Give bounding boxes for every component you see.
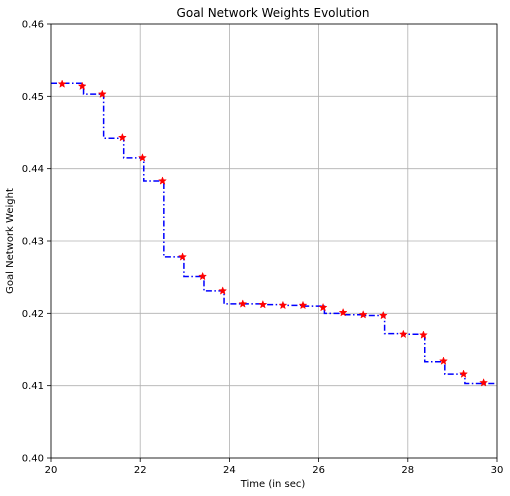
data-point-marker [158,176,167,185]
x-tick-label: 26 [312,465,325,476]
x-tick-label: 28 [401,465,414,476]
data-point-marker [258,299,268,309]
y-tick-label: 0.43 [22,237,44,248]
y-axis-label: Goal Network Weight [5,188,16,294]
plot-area [50,23,498,459]
data-point-marker [198,271,208,281]
data-point-marker [459,369,469,378]
x-tick-label: 20 [45,465,58,476]
data-point-marker [238,299,248,308]
data-point-marker [178,252,188,261]
x-tick-label: 30 [491,465,504,476]
y-tick-label: 0.46 [22,20,44,31]
data-point-marker [278,300,288,310]
chart-title: Goal Network Weights Evolution [177,6,370,20]
x-tick-label: 22 [134,465,147,476]
y-tick-label: 0.42 [22,309,44,320]
x-axis-label: Time (in sec) [240,479,306,490]
data-point-marker [439,356,448,365]
data-point-marker [57,79,67,88]
y-tick-label: 0.40 [22,454,44,465]
data-point-marker [338,307,348,317]
y-tick-label: 0.41 [22,381,44,392]
markers [57,79,489,387]
data-point-marker [97,89,107,98]
data-point-marker [137,153,147,162]
x-axis: 20 22 24 26 28 30 [45,458,504,476]
data-point-marker [378,310,388,320]
data-point-marker [77,81,87,91]
y-tick-label: 0.45 [22,92,44,103]
data-point-marker [117,132,127,142]
y-tick-label: 0.44 [22,164,44,175]
x-tick-label: 24 [223,465,236,476]
y-axis: 0.40 0.41 0.42 0.43 0.44 0.45 0.46 [22,20,51,465]
data-point-marker [218,286,228,295]
data-point-marker [418,330,428,339]
data-point-marker [398,329,408,339]
data-point-marker [318,302,328,312]
data-point-marker [479,378,489,387]
data-point-marker [358,310,368,319]
data-point-marker [298,300,308,310]
